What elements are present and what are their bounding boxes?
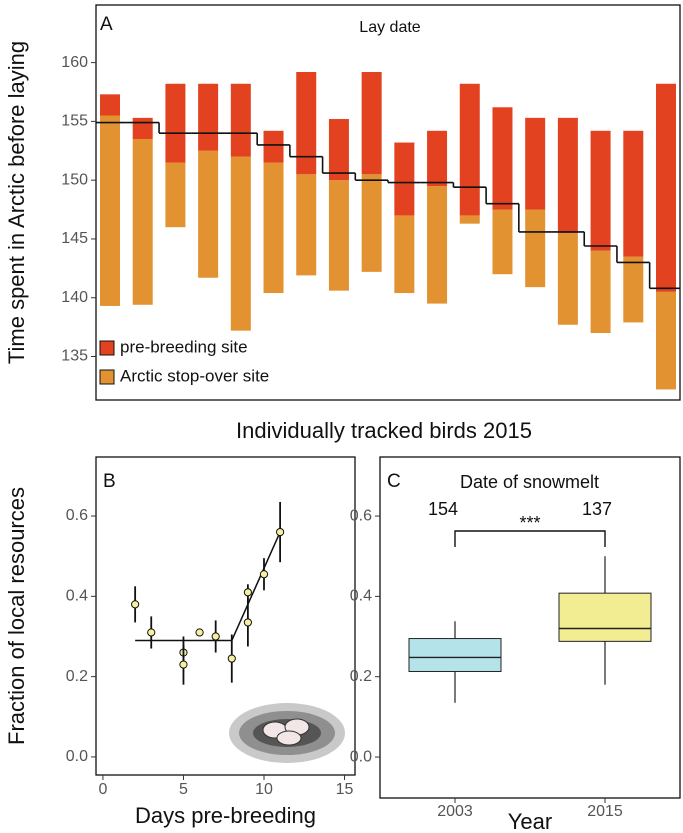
y-tick-label: 135: [61, 348, 88, 365]
range-bar: [427, 186, 448, 304]
significance: ***: [519, 513, 540, 533]
point: [259, 570, 269, 579]
range-bar: [525, 117, 546, 210]
legend-label: Arctic stop-over site: [120, 366, 269, 385]
y-tick-label: 160: [61, 54, 88, 71]
y-tick-label: 0.0: [66, 748, 88, 765]
point: [131, 600, 140, 609]
legend-swatch: [99, 340, 115, 356]
range-bar: [132, 139, 153, 305]
x-tick-label: 2015: [587, 803, 623, 820]
plot-frame: [95, 4, 681, 401]
y-tick-label: 0.0: [350, 748, 372, 765]
range-bar: [557, 117, 578, 234]
point: [211, 632, 220, 641]
x-tick-label: 0: [98, 781, 107, 798]
y-tick-label: 0.4: [350, 588, 372, 605]
range-bar: [361, 174, 382, 272]
panel-label: B: [103, 471, 116, 492]
point: [227, 654, 236, 663]
point: [147, 628, 156, 637]
y-tick-label: 145: [61, 230, 88, 247]
range-bar: [656, 291, 676, 390]
y-tick-label: 150: [61, 171, 88, 188]
range-bar: [492, 209, 513, 275]
x-tick-label: 10: [255, 781, 273, 798]
point: [243, 588, 252, 597]
snowmelt-value: 137: [582, 499, 612, 519]
range-bar: [328, 119, 349, 181]
y-tick-label: 0.2: [350, 668, 372, 685]
y-tick-label: 155: [61, 113, 88, 130]
point: [179, 660, 188, 669]
snowmelt-value: 154: [428, 499, 458, 519]
range-bar: [361, 72, 382, 175]
legend-label: pre-breeding site: [120, 337, 248, 356]
range-bar: [132, 117, 153, 140]
point: [243, 618, 252, 627]
range-bar: [100, 94, 120, 116]
fit-line: [135, 531, 281, 642]
range-bar: [230, 156, 251, 331]
y-tick-label: 0.6: [66, 507, 88, 524]
panel-label: C: [387, 471, 401, 492]
y-tick-label: 140: [61, 289, 88, 306]
x-axis-label: Individually tracked birds 2015: [236, 418, 532, 443]
x-tick-label: 5: [179, 781, 188, 798]
x-axis-label: Days pre-breeding: [135, 803, 316, 828]
range-bar: [230, 83, 251, 157]
range-bar: [623, 130, 644, 257]
range-bar: [296, 72, 317, 175]
y-tick-label: 0.2: [66, 668, 88, 685]
box: [408, 638, 502, 672]
range-bar: [296, 174, 317, 276]
range-bar: [427, 130, 448, 187]
x-axis-label: Year: [508, 809, 552, 833]
range-bar: [557, 233, 578, 325]
egg: [276, 730, 302, 746]
legend-swatch: [99, 369, 115, 385]
range-bar: [263, 162, 284, 294]
y-tick-label: 0.6: [350, 507, 372, 524]
plot-frame: [95, 456, 356, 776]
range-bar: [394, 142, 415, 216]
range-bar: [459, 83, 480, 216]
snowmelt-label: Date of snowmelt: [460, 472, 599, 492]
range-bar: [525, 209, 546, 288]
line-label: Lay date: [359, 19, 420, 36]
range-bar: [656, 83, 676, 292]
range-bar: [165, 162, 186, 228]
range-bar: [263, 130, 284, 163]
range-bar: [198, 83, 219, 151]
range-bar: [459, 215, 480, 224]
plot-frame: [379, 456, 681, 799]
range-bar: [590, 250, 611, 333]
range-bar: [165, 83, 186, 163]
nest-illustration: [229, 703, 345, 763]
box: [558, 592, 652, 642]
panel-label: A: [100, 14, 113, 35]
range-bar: [492, 107, 513, 210]
y-tick-label: 0.4: [66, 588, 88, 605]
range-bar: [623, 256, 644, 323]
range-bar: [394, 215, 415, 294]
range-bar: [198, 150, 219, 278]
significance-bracket: [454, 530, 606, 547]
y-axis-label: Fraction of local resources: [4, 487, 29, 745]
range-bar: [100, 115, 120, 306]
range-bar: [328, 180, 349, 291]
y-axis-label: Time spent in Arctic before laying: [4, 41, 29, 364]
point: [276, 527, 285, 537]
x-tick-label: 2003: [437, 803, 473, 820]
point: [195, 628, 204, 637]
range-bar: [590, 130, 611, 251]
x-tick-label: 15: [336, 781, 354, 798]
